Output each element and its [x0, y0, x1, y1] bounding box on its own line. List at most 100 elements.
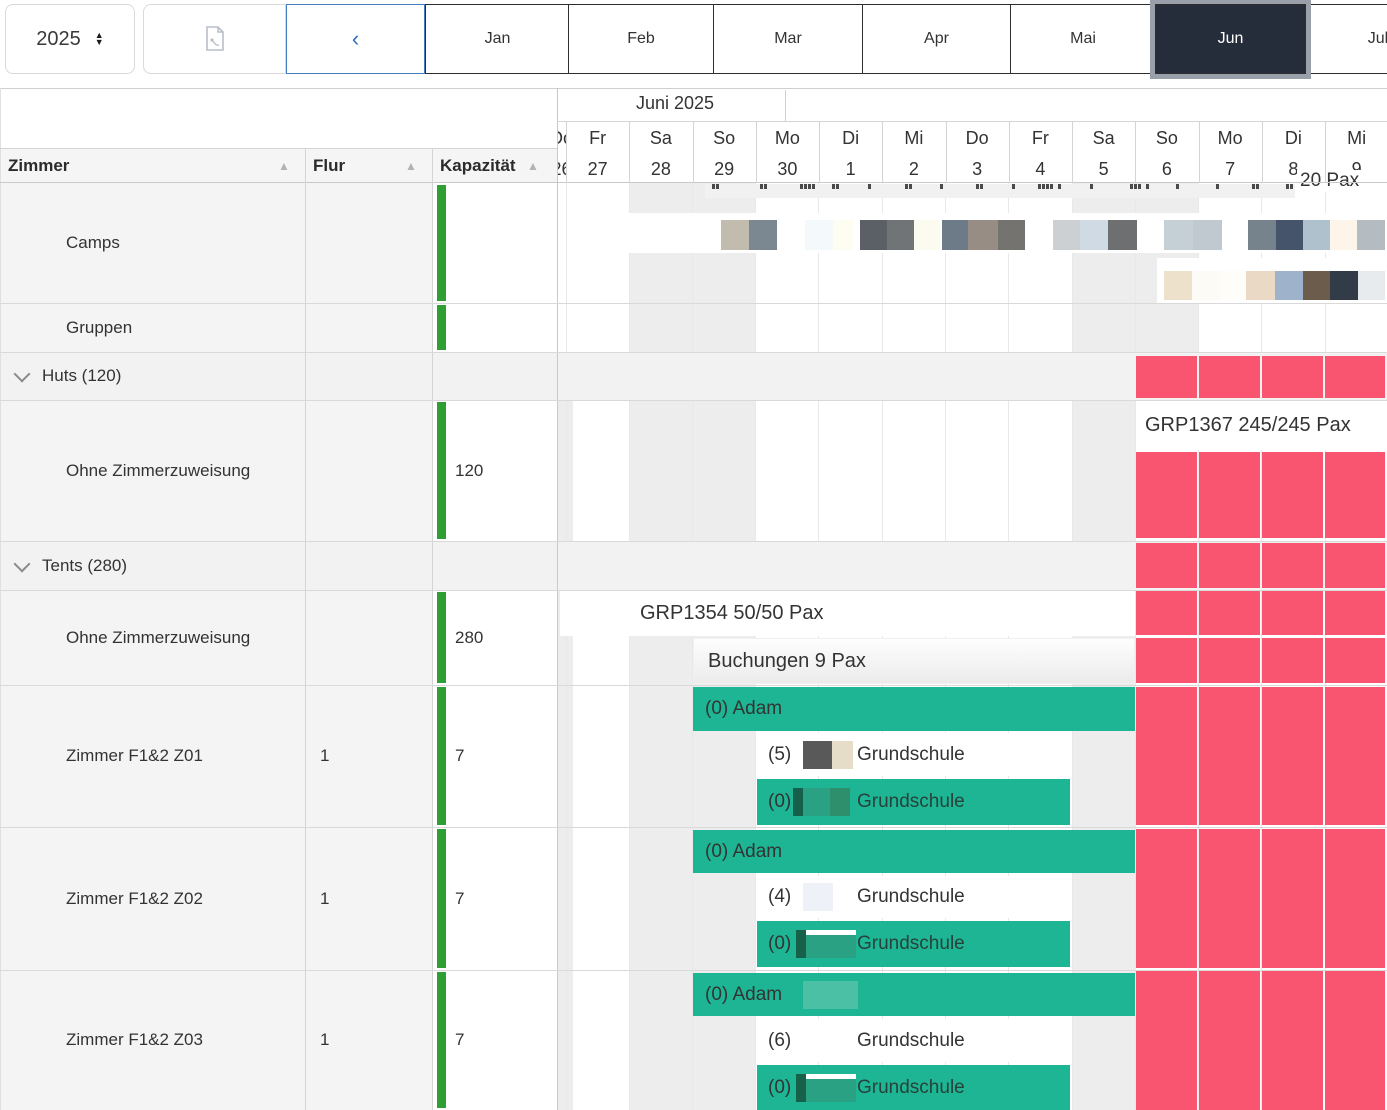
booking-color-block[interactable]	[1220, 271, 1246, 300]
occupancy-cell-full[interactable]	[1325, 543, 1385, 588]
bar-grund-z02-zero[interactable]: (0) Grundschule	[757, 921, 1070, 967]
booking-color-block[interactable]	[860, 220, 887, 250]
occupancy-cell-full[interactable]	[1136, 829, 1197, 968]
bar-adam-z01[interactable]: (0) Adam	[693, 687, 1135, 731]
bar-grund-z01-zero[interactable]: (0) Grundschule	[757, 779, 1070, 825]
column-header-zimmer[interactable]: Zimmer	[8, 149, 69, 183]
bar-grp1367[interactable]: GRP1367 245/245 Pax	[1136, 400, 1387, 450]
booking-color-block[interactable]	[1164, 220, 1193, 250]
booking-color-block[interactable]	[721, 220, 749, 250]
occupancy-cell-full[interactable]	[1199, 591, 1260, 635]
booking-color-block[interactable]	[749, 220, 777, 250]
tab-month-feb[interactable]: Feb	[568, 4, 714, 74]
booking-color-block[interactable]	[914, 220, 940, 250]
booking-color-block[interactable]	[1330, 271, 1358, 300]
date-header[interactable]: 1	[819, 155, 882, 183]
booking-color-block[interactable]	[1246, 271, 1275, 300]
column-header-flur[interactable]: Flur	[313, 149, 345, 183]
booking-color-block[interactable]	[998, 220, 1025, 250]
booking-color-block[interactable]	[1193, 220, 1222, 250]
booking-color-block[interactable]	[887, 220, 914, 250]
column-header-kapazität[interactable]: Kapazität	[440, 149, 516, 183]
booking-color-block[interactable]	[1108, 220, 1137, 250]
date-header[interactable]: 27	[566, 155, 629, 183]
year-stepper-icon[interactable]: ▲ ▼	[94, 30, 104, 47]
zimmer-cell[interactable]	[0, 827, 305, 970]
booking-color-block[interactable]	[1330, 220, 1357, 250]
occupancy-cell-full[interactable]	[1199, 543, 1260, 588]
bar-grund-z03-zero[interactable]: (0) Grundschule	[757, 1065, 1070, 1110]
occupancy-cell-full[interactable]	[1199, 452, 1260, 538]
bar-adam-z02[interactable]: (0) Adam	[693, 830, 1135, 873]
tab-month-mar[interactable]: Mar	[713, 4, 863, 74]
date-header[interactable]: 3	[946, 155, 1009, 183]
zimmer-cell[interactable]	[0, 303, 305, 352]
sort-arrow-icon[interactable]: ▲	[527, 159, 539, 173]
tab-month-jan[interactable]: Jan	[425, 4, 570, 74]
occupancy-cell-full[interactable]	[1199, 638, 1260, 683]
tab-month-apr[interactable]: Apr	[862, 4, 1011, 74]
bar-grp1354[interactable]: GRP1354 50/50 Pax	[560, 591, 1135, 636]
chevron-down-icon[interactable]	[13, 555, 31, 572]
booking-color-block[interactable]	[1357, 220, 1385, 250]
occupancy-cell-full[interactable]	[1262, 356, 1323, 398]
occupancy-cell-full[interactable]	[1325, 591, 1385, 635]
chevron-down-icon[interactable]	[13, 365, 31, 383]
bar-grund-z03-count[interactable]: (6) Grundschule	[756, 1019, 1072, 1062]
occupancy-cell-full[interactable]	[1199, 356, 1260, 398]
booking-color-block[interactable]	[942, 220, 968, 250]
booking-color-block[interactable]	[833, 220, 853, 250]
occupancy-cell-full[interactable]	[1136, 638, 1197, 683]
occupancy-cell-full[interactable]	[1136, 591, 1197, 635]
occupancy-cell-full[interactable]	[1136, 687, 1197, 825]
date-header[interactable]: 26	[557, 155, 566, 183]
occupancy-cell-full[interactable]	[1199, 829, 1260, 968]
booking-color-block[interactable]	[1053, 220, 1080, 250]
occupancy-cell-full[interactable]	[1325, 452, 1385, 538]
bar-grund-z01-count[interactable]: (5) Grundschule	[756, 733, 1072, 776]
zimmer-cell[interactable]	[0, 590, 305, 685]
occupancy-cell-full[interactable]	[1262, 638, 1323, 683]
bar-grund-z02-count[interactable]: (4) Grundschule	[756, 876, 1072, 918]
booking-color-block[interactable]	[968, 220, 998, 250]
pdf-export-button[interactable]	[143, 4, 286, 74]
booking-color-block[interactable]	[1248, 220, 1276, 250]
occupancy-cell-full[interactable]	[1199, 971, 1260, 1110]
booking-color-block[interactable]	[1275, 271, 1303, 300]
occupancy-cell-full[interactable]	[1325, 356, 1385, 398]
occupancy-cell-full[interactable]	[1325, 638, 1385, 683]
date-header[interactable]: 30	[756, 155, 819, 183]
zimmer-cell[interactable]	[0, 685, 305, 827]
occupancy-cell-full[interactable]	[1262, 687, 1323, 825]
occupancy-cell-full[interactable]	[1262, 452, 1323, 538]
occupancy-cell-full[interactable]	[1262, 543, 1323, 588]
booking-color-block[interactable]	[805, 220, 833, 250]
occupancy-cell-full[interactable]	[1262, 591, 1323, 635]
occupancy-cell-full[interactable]	[1325, 971, 1385, 1110]
date-header[interactable]: 9	[1325, 155, 1387, 183]
occupancy-cell-full[interactable]	[1325, 687, 1385, 825]
booking-color-block[interactable]	[1303, 220, 1330, 250]
bar-buchungen[interactable]: Buchungen 9 Pax	[693, 638, 1135, 684]
occupancy-cell-full[interactable]	[1262, 971, 1323, 1110]
tab-month-jul[interactable]: Jul	[1305, 4, 1387, 74]
prev-month-button[interactable]: ‹	[286, 4, 425, 74]
booking-color-block[interactable]	[1080, 220, 1108, 250]
booking-color-block[interactable]	[1303, 271, 1330, 300]
booking-color-block[interactable]	[1276, 220, 1303, 250]
zimmer-cell[interactable]	[0, 970, 305, 1110]
bar-adam-z03[interactable]: (0) Adam	[693, 973, 1135, 1016]
date-header[interactable]: 28	[629, 155, 692, 183]
zimmer-cell[interactable]	[0, 183, 305, 303]
year-select[interactable]: 2025 ▲ ▼	[5, 4, 135, 74]
date-header[interactable]: 29	[693, 155, 756, 183]
date-header[interactable]: 5	[1072, 155, 1135, 183]
tab-month-jun[interactable]: Jun	[1155, 4, 1306, 74]
occupancy-cell-full[interactable]	[1136, 543, 1197, 588]
date-header[interactable]: 2	[882, 155, 945, 183]
booking-color-block[interactable]	[1164, 271, 1192, 300]
date-header[interactable]: 7	[1199, 155, 1262, 183]
booking-color-block[interactable]	[1192, 271, 1220, 300]
zimmer-cell[interactable]	[0, 400, 305, 541]
occupancy-cell-full[interactable]	[1325, 829, 1385, 968]
